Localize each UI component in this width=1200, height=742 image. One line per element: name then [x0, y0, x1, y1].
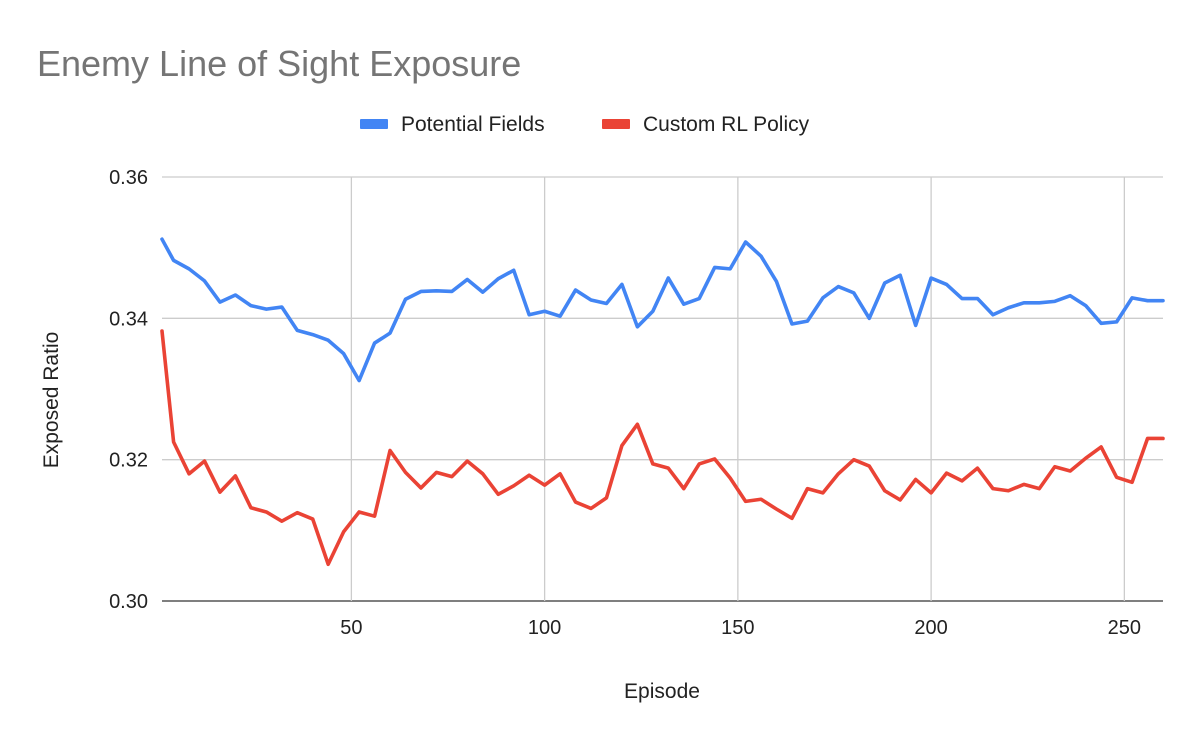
legend: Potential Fields Custom RL Policy — [360, 113, 810, 136]
chart-title: Enemy Line of Sight Exposure — [37, 43, 521, 84]
x-tick-label: 250 — [1108, 617, 1141, 639]
series-line-potential-fields — [160, 237, 1165, 383]
x-axis-title: Episode — [624, 680, 700, 703]
y-tick-label: 0.34 — [109, 308, 148, 330]
series-line-custom-rl-policy — [160, 329, 1165, 567]
legend-label: Custom RL Policy — [643, 113, 810, 136]
legend-label: Potential Fields — [401, 113, 545, 136]
series-lines — [160, 237, 1165, 567]
y-tick-label: 0.30 — [109, 591, 148, 613]
legend-swatch — [602, 119, 630, 129]
y-axis-ticks: 0.30 0.32 0.34 0.36 — [109, 167, 148, 613]
gridlines — [162, 176, 1163, 602]
y-tick-label: 0.36 — [109, 167, 148, 189]
x-tick-label: 50 — [340, 617, 362, 639]
x-tick-label: 150 — [721, 617, 754, 639]
y-axis-title: Exposed Ratio — [40, 332, 63, 469]
y-tick-label: 0.32 — [109, 450, 148, 472]
legend-swatch — [360, 119, 388, 129]
x-tick-label: 100 — [528, 617, 561, 639]
x-axis-ticks: 50 100 150 200 250 — [340, 617, 1141, 639]
x-tick-label: 200 — [914, 617, 947, 639]
